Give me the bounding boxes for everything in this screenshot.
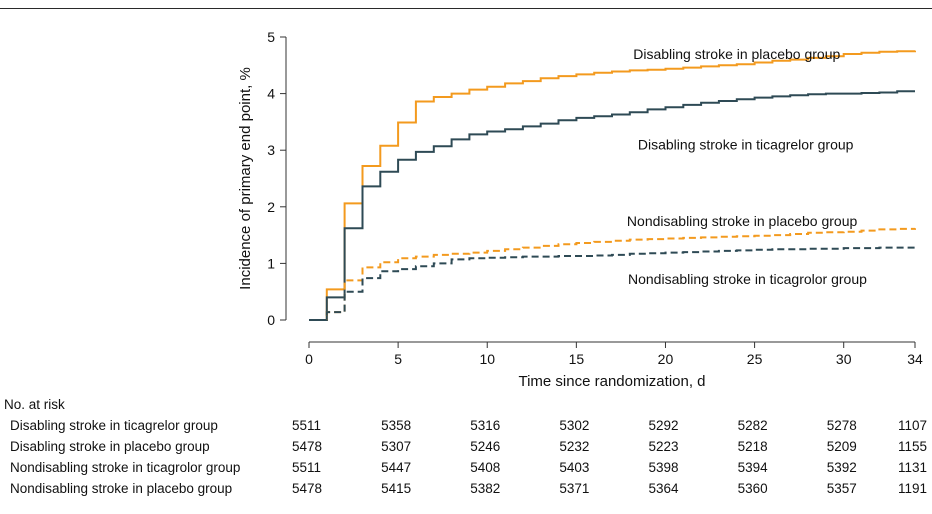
risk-cell: 5398 — [648, 460, 679, 475]
risk-row-label: Disabling stroke in placebo group — [10, 439, 210, 454]
risk-table-title: No. at risk — [4, 397, 65, 412]
series-annotation-3: Nondisabling stroke in placebo group — [627, 213, 858, 229]
risk-cell: 5360 — [737, 481, 768, 496]
risk-table-row: Nondisabling stroke in placebo group 5478… — [0, 481, 932, 499]
risk-cell: 5392 — [826, 460, 857, 475]
risk-cell: 5278 — [826, 418, 857, 433]
risk-row-label: Disabling stroke in ticagrelor group — [10, 418, 218, 433]
risk-cell: 5478 — [292, 439, 323, 454]
x-tick-label: 5 — [394, 351, 402, 367]
risk-cell: 5478 — [292, 481, 323, 496]
risk-row-label: Nondisabling stroke in placebo group — [10, 481, 233, 496]
risk-cell: 5394 — [737, 460, 768, 475]
x-tick-label: 25 — [747, 351, 763, 367]
risk-cell: 5447 — [381, 460, 412, 475]
x-axis-label: Time since randomization, d — [518, 373, 705, 390]
x-tick-label: 0 — [305, 351, 313, 367]
x-tick-label: 15 — [569, 351, 585, 367]
series-line-3 — [309, 227, 916, 321]
risk-cell: 5408 — [470, 460, 501, 475]
risk-cell: 5282 — [737, 418, 768, 433]
series-annotation-2: Disabling stroke in ticagrelor group — [638, 137, 854, 153]
risk-cell: 5358 — [381, 418, 412, 433]
risk-row-label: Nondisabling stroke in ticagrolor group — [10, 460, 241, 475]
y-tick-label: 2 — [267, 199, 275, 215]
risk-table: No. at risk Disabling stroke in ticagrel… — [0, 397, 932, 507]
risk-cell: 1191 — [898, 481, 928, 496]
risk-cell: 1131 — [898, 460, 928, 475]
series-annotation-1: Disabling stroke in placebo group — [633, 46, 840, 62]
risk-cell: 5511 — [292, 418, 322, 433]
risk-cell: 5246 — [470, 439, 501, 454]
risk-cell: 5371 — [559, 481, 590, 496]
risk-cell: 5302 — [559, 418, 590, 433]
x-tick-label: 10 — [479, 351, 495, 367]
y-tick-label: 3 — [267, 142, 275, 158]
risk-cell: 5403 — [559, 460, 590, 475]
y-axis-label: Incidence of primary end point, % — [237, 67, 254, 290]
x-tick-label: 34 — [907, 351, 923, 367]
series-line-1 — [309, 50, 916, 321]
series-line-2 — [309, 90, 915, 321]
risk-table-row: Disabling stroke in ticagrelor group 5511… — [0, 418, 932, 436]
chart-series — [309, 50, 916, 321]
risk-cell: 5223 — [648, 439, 679, 454]
chart-annotations: Disabling stroke in placebo group Disabli… — [627, 46, 867, 287]
risk-cell: 5364 — [648, 481, 679, 496]
risk-table-row: Disabling stroke in placebo group 5478 530… — [0, 439, 932, 457]
y-tick-label: 5 — [267, 29, 275, 45]
risk-cell: 5218 — [737, 439, 768, 454]
series-annotation-4: Nondisabling stroke in ticagrolor group — [628, 271, 867, 287]
risk-cell: 5232 — [559, 439, 590, 454]
risk-cell: 5357 — [826, 481, 857, 496]
risk-cell: 5382 — [470, 481, 501, 496]
risk-cell: 5307 — [381, 439, 412, 454]
risk-cell: 5415 — [381, 481, 412, 496]
risk-table-row: Nondisabling stroke in ticagrolor group 5… — [0, 460, 932, 478]
risk-cell: 1107 — [898, 418, 928, 433]
y-tick-label: 1 — [267, 255, 275, 271]
risk-cell: 5316 — [470, 418, 501, 433]
risk-cell: 1155 — [898, 439, 928, 454]
y-tick-label: 4 — [267, 86, 275, 102]
x-tick-label: 30 — [836, 351, 852, 367]
top-rule — [0, 8, 932, 9]
y-tick-label: 0 — [267, 312, 275, 328]
risk-cell: 5292 — [648, 418, 679, 433]
x-tick-label: 20 — [658, 351, 674, 367]
series-line-4 — [309, 246, 915, 321]
risk-cell: 5209 — [826, 439, 857, 454]
risk-cell: 5511 — [292, 460, 322, 475]
